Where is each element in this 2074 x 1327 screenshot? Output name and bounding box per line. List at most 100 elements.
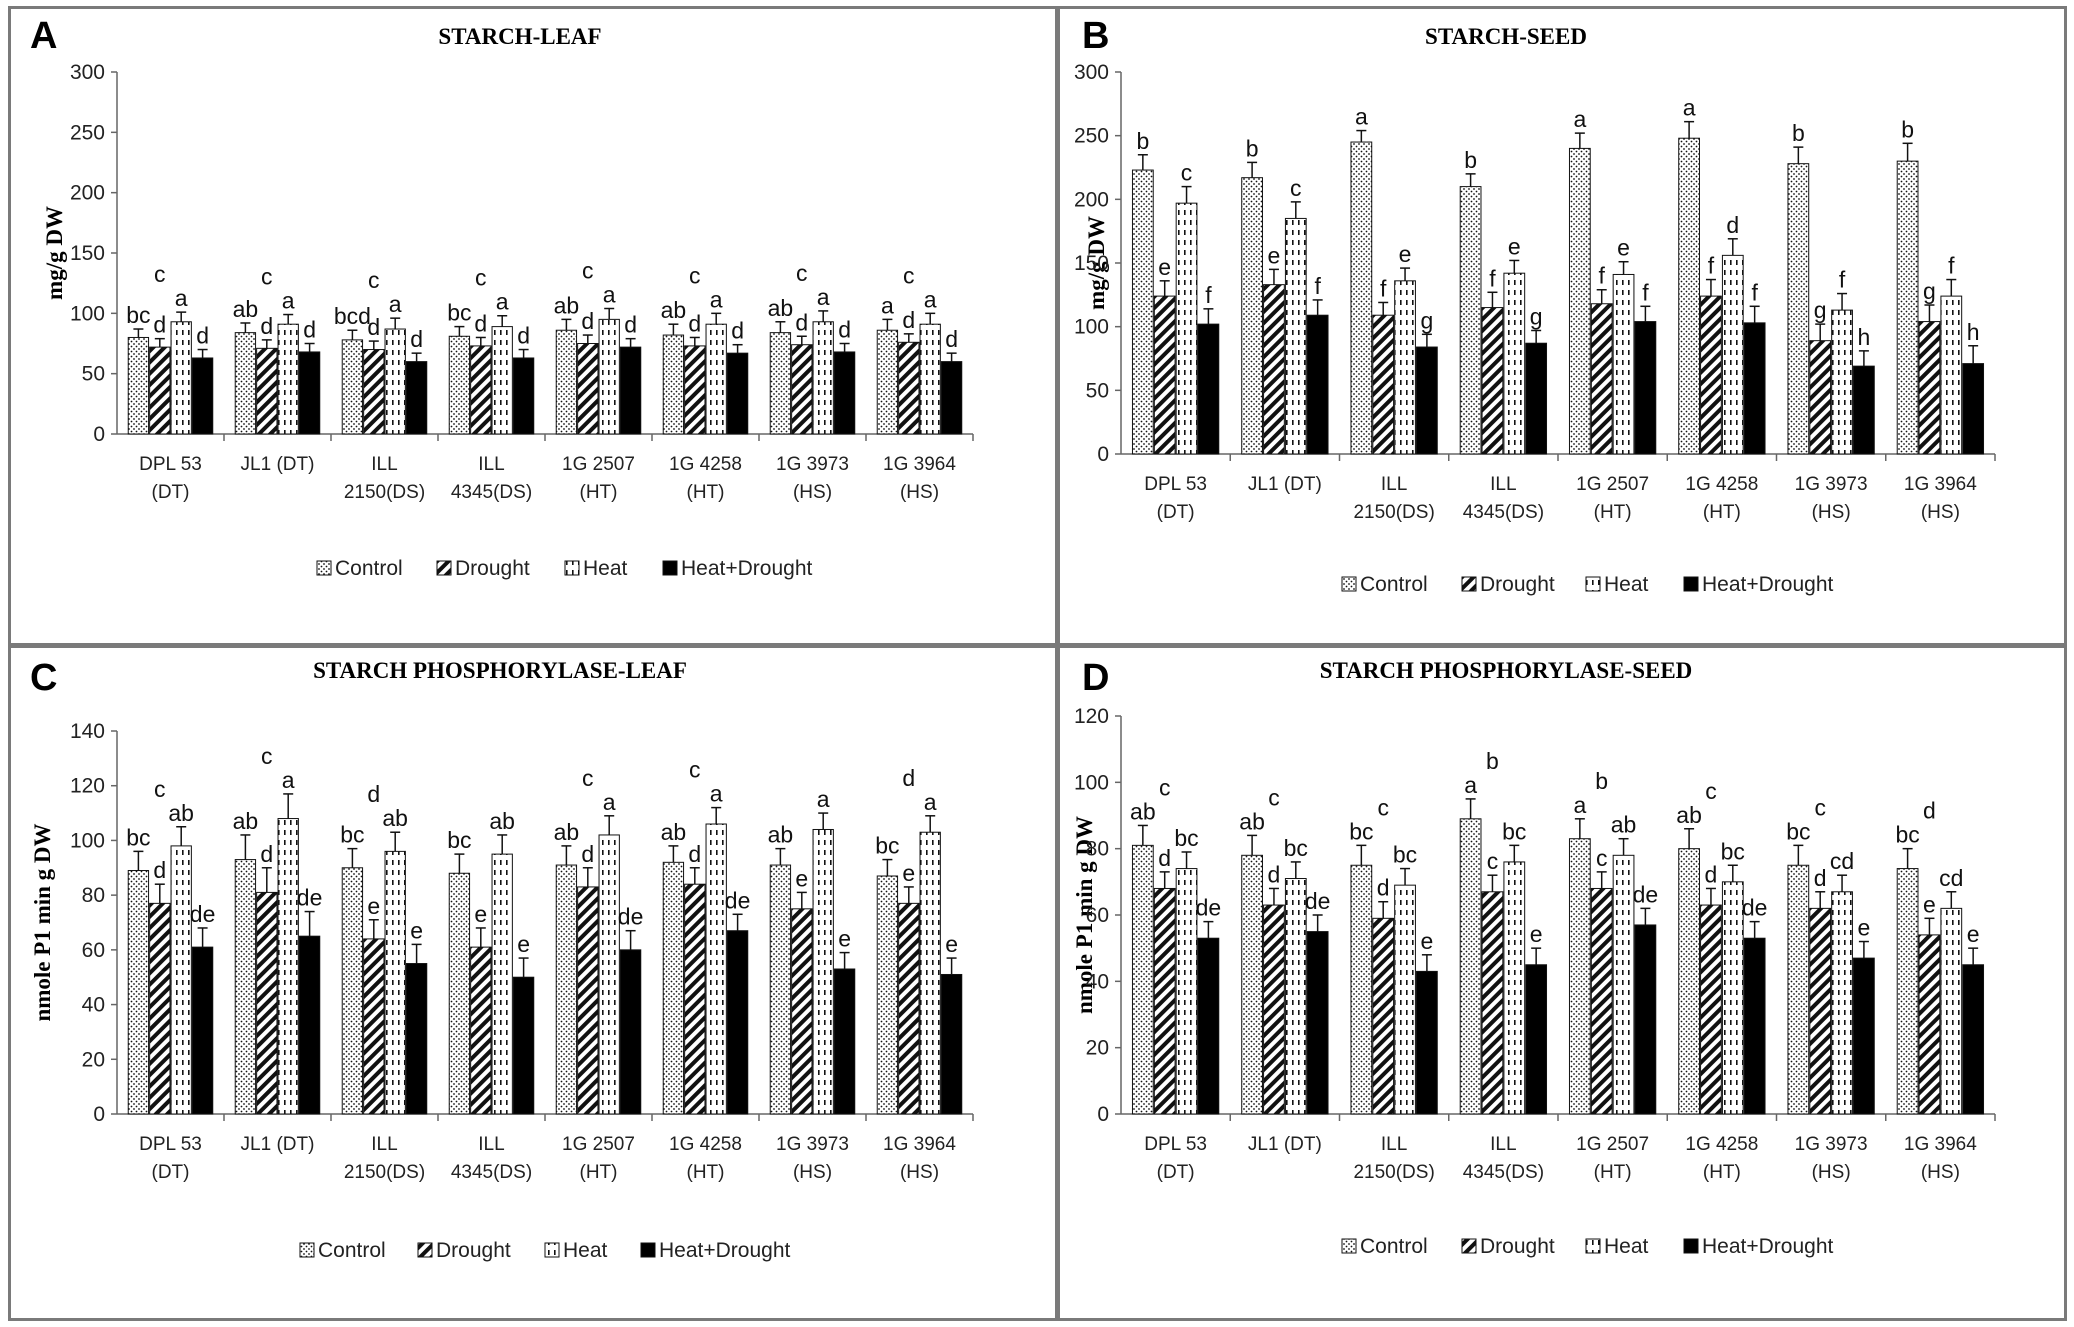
panel-a-significance-label: bcd (334, 303, 371, 329)
panel-c-y-tick-label: 60 (82, 939, 105, 962)
panel-c-bar-heat-drought (726, 930, 749, 1115)
panel-b-category-label: ILL (1381, 474, 1407, 495)
panel-b-bar-heat-drought (1416, 346, 1438, 455)
panel-a-legend-label-drought: Drought (455, 557, 530, 580)
panel-b-bar-drought (1372, 314, 1395, 455)
panel-b-significance-label: a (1683, 95, 1696, 121)
panel-a-significance-label-extra: c (796, 260, 808, 286)
panel-b-legend-label-heat-drought: Heat+Drought (1702, 573, 1833, 596)
panel-c-bar-heat-drought (512, 976, 535, 1115)
panel-c-significance-label-extra: c (689, 757, 701, 783)
panel-c-legend-swatch-drought (417, 1242, 433, 1258)
panel-d-significance-label: bc (1349, 818, 1373, 844)
panel-b-category-label: 4345(DS) (1463, 502, 1544, 523)
panel-c-legend-swatch-heat-drought (640, 1242, 656, 1258)
panel-d-y-tick-label: 60 (1086, 904, 1109, 927)
panel-d-significance-label: d (1814, 865, 1827, 891)
panel-b-significance-label: g (1923, 278, 1936, 304)
panel-a-significance-label: ab (661, 297, 687, 323)
panel-a-significance-label: d (902, 307, 915, 333)
panel-a-significance-label: a (924, 286, 937, 312)
panel-a-category-label: 1G 3964 (883, 454, 956, 475)
panel-b-bar-heat-drought (1525, 342, 1548, 455)
panel-d-significance-label: bc (1721, 838, 1745, 864)
panel-c-bar-heat-drought (191, 946, 214, 1115)
panel-a-significance-label: a (282, 288, 295, 314)
panel-c-bar-control (662, 861, 685, 1115)
panel-d-bar-drought (1918, 934, 1941, 1115)
panel-d-category-label: (HS) (1812, 1162, 1851, 1183)
panel-d-category-label: 1G 3964 (1904, 1134, 1977, 1155)
panel-c-significance-label: e (410, 917, 423, 943)
panel-b-bar-heat-drought (1743, 322, 1766, 455)
panel-c-bar-control (127, 870, 150, 1115)
panel-c-bar-heat (812, 828, 834, 1115)
panel-b-bar-control (1678, 137, 1700, 455)
panel-c-significance-label: de (618, 904, 644, 930)
panel-d-significance-label: bc (1786, 818, 1810, 844)
panel-d-bar-control (1459, 818, 1482, 1115)
panel-c-significance-label-extra: d (367, 781, 380, 807)
panel-d-category-label: (HS) (1921, 1162, 1960, 1183)
panel-c-y-tick-label: 40 (82, 994, 105, 1017)
panel-a-bar-heat-drought (191, 357, 214, 435)
panel-d-category-label: 1G 4258 (1685, 1134, 1758, 1155)
panel-c-significance-label: a (924, 789, 937, 815)
panel-b-bar-heat (1831, 309, 1853, 455)
panel-a-significance-label: ab (768, 295, 794, 321)
panel-c-y-tick-label: 80 (82, 884, 105, 907)
panel-a-legend-swatch-control (316, 560, 332, 576)
panel-d-y-tick-label: 80 (1086, 838, 1109, 861)
panel-b-significance-label: e (1399, 241, 1412, 267)
panel-d-category-label: DPL 53 (1144, 1134, 1207, 1155)
panel-d-bar-drought (1263, 904, 1285, 1115)
panel-a-bar-heat-drought (833, 351, 856, 435)
panel-c-significance-label: e (945, 931, 958, 957)
panel-d-bar-heat-drought (1416, 970, 1438, 1115)
panel-d-significance-label: ab (1130, 798, 1156, 824)
panel-b-significance-label: f (1599, 263, 1606, 289)
panel-d-category-label: ILL (1490, 1134, 1516, 1155)
panel-a-y-tick-label: 50 (82, 363, 105, 386)
panel-a-legend-label-control: Control (335, 557, 403, 580)
panel-c-significance-label: ab (382, 805, 408, 831)
panel-a-significance-label-extra: c (368, 267, 380, 293)
panel-c-bar-heat (598, 834, 620, 1115)
panel-d-significance-label: a (1573, 792, 1586, 818)
panel-a-significance-label: d (260, 313, 273, 339)
panel-b-category-label: 1G 3964 (1904, 474, 1977, 495)
panel-a-category-label: (DT) (152, 482, 190, 503)
panel-c-significance-label: e (795, 865, 808, 891)
panel-c-significance-label: ab (768, 822, 794, 848)
panel-b-bar-heat (1721, 254, 1744, 455)
panel-d-category-label: ILL (1381, 1134, 1407, 1155)
panel-c-significance-label-extra: c (582, 765, 594, 791)
panel-b-significance-label: e (1508, 233, 1521, 259)
panel-c-significance-label: a (710, 781, 723, 807)
panel-a-significance-label: d (581, 308, 594, 334)
panel-b-legend-swatch-control (1341, 576, 1357, 592)
panel-b-y-axis-label: mg/g DW (1084, 216, 1109, 310)
panel-c-bar-control (555, 864, 578, 1115)
panel-a-significance-label-extra: c (582, 258, 594, 284)
panel-a-bar-control (341, 339, 364, 435)
panel-d-category-label: 2150(DS) (1353, 1162, 1434, 1183)
panel-d-significance-label-extra: c (1377, 794, 1389, 820)
panel-d-significance-label-extra: d (1923, 798, 1936, 824)
panel-a-significance-label: d (196, 323, 209, 349)
panel-a-significance-label: d (795, 309, 808, 335)
panel-c-bar-drought (470, 946, 492, 1115)
panel-c-significance-label: de (725, 887, 751, 913)
panel-c-significance-label: ab (233, 808, 259, 834)
panel-b-legend-label-heat: Heat (1604, 573, 1649, 596)
panel-d-legend-label-heat: Heat (1604, 1235, 1649, 1258)
panel-d-significance-label-extra: c (1268, 784, 1280, 810)
panel-d-significance-label: bc (1174, 825, 1198, 851)
panel-b-bar-control (1896, 160, 1919, 455)
panel-c-significance-label: ab (168, 800, 194, 826)
panel-d-significance-label-extra: c (1814, 794, 1826, 820)
panel-c-significance-label: d (260, 841, 273, 867)
panel-d-bar-heat-drought (1634, 924, 1657, 1115)
panel-c-bar-control (341, 867, 364, 1115)
panel-b-category-label: 1G 2507 (1576, 474, 1649, 495)
